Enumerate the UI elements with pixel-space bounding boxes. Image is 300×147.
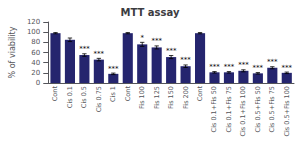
svg-text:% of viability: % of viability (8, 26, 17, 78)
svg-text:MTT assay: MTT assay (121, 7, 180, 18)
svg-text:120: 120 (27, 18, 40, 26)
svg-text:Cont: Cont (196, 86, 204, 102)
svg-text:40: 40 (31, 59, 40, 67)
svg-text:Cis 0.1+Fis 75: Cis 0.1+Fis 75 (225, 86, 233, 132)
svg-text:Cis 1: Cis 1 (109, 86, 117, 102)
svg-text:***: *** (224, 63, 235, 71)
svg-text:80: 80 (31, 38, 40, 46)
svg-text:***: *** (238, 61, 249, 69)
svg-text:Fis 200: Fis 200 (182, 86, 190, 109)
svg-text:***: *** (209, 63, 220, 71)
svg-text:***: *** (267, 58, 278, 66)
svg-text:60: 60 (31, 49, 40, 57)
svg-text:***: *** (253, 64, 264, 72)
svg-text:***: *** (108, 65, 119, 73)
svg-text:Cis 0.5: Cis 0.5 (80, 86, 88, 108)
svg-text:20: 20 (31, 69, 40, 77)
svg-text:Cis 0.1+Fis 100: Cis 0.1+Fis 100 (239, 86, 247, 137)
svg-text:***: *** (180, 56, 191, 64)
svg-text:*: * (140, 34, 144, 42)
svg-text:100: 100 (27, 28, 40, 36)
svg-text:Fis 100: Fis 100 (138, 86, 146, 109)
svg-text:Fis 125: Fis 125 (153, 86, 161, 109)
svg-text:Cont: Cont (124, 86, 132, 102)
svg-text:Cis 0.1+Fis 50: Cis 0.1+Fis 50 (210, 86, 218, 132)
svg-text:***: *** (79, 45, 90, 53)
svg-text:***: *** (151, 37, 162, 45)
svg-text:***: *** (166, 47, 177, 55)
svg-text:Cont: Cont (51, 86, 59, 102)
svg-text:***: *** (282, 64, 293, 72)
svg-text:Cis 0.5+Fis 100: Cis 0.5+Fis 100 (283, 86, 291, 137)
svg-text:Cis 0.75: Cis 0.75 (95, 86, 103, 112)
svg-text:***: *** (94, 50, 105, 58)
svg-text:Fis 150: Fis 150 (167, 86, 175, 109)
svg-text:0: 0 (36, 79, 40, 87)
svg-text:Cis 0.1: Cis 0.1 (66, 86, 74, 108)
svg-text:Cis 0.5+Fis 50: Cis 0.5+Fis 50 (254, 86, 262, 132)
svg-text:Cis 0.5+Fis 75: Cis 0.5+Fis 75 (268, 86, 276, 132)
